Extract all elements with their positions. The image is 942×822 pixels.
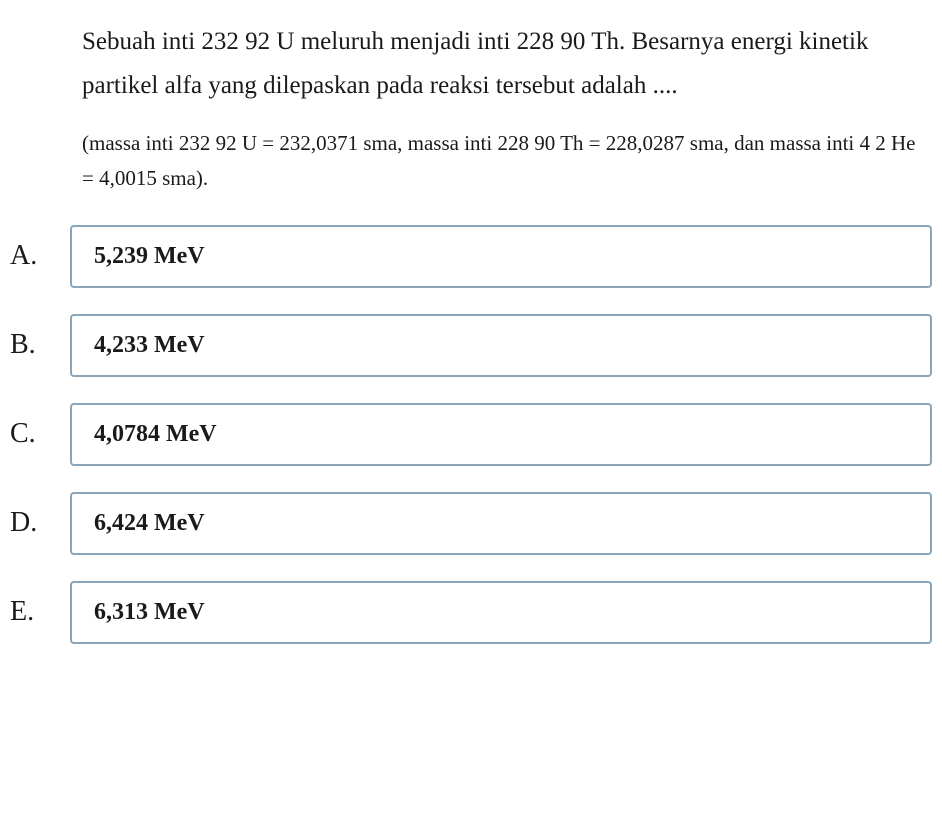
option-letter: E. (10, 596, 46, 628)
option-row-c: C. 4,0784 MeV (10, 403, 932, 466)
option-row-d: D. 6,424 MeV (10, 492, 932, 555)
option-letter: A. (10, 240, 46, 272)
option-letter: D. (10, 507, 46, 539)
option-letter: B. (10, 329, 46, 361)
option-row-b: B. 4,233 MeV (10, 314, 932, 377)
question-block: Sebuah inti 232 92 U meluruh menjadi int… (10, 20, 932, 197)
option-letter: C. (10, 418, 46, 450)
options-container: A. 5,239 MeV B. 4,233 MeV C. 4,0784 MeV … (10, 225, 932, 644)
option-row-e: E. 6,313 MeV (10, 581, 932, 644)
question-note-text: (massa inti 232 92 U = 232,0371 sma, mas… (82, 126, 932, 197)
option-e-button[interactable]: 6,313 MeV (70, 581, 932, 644)
option-row-a: A. 5,239 MeV (10, 225, 932, 288)
question-main-text: Sebuah inti 232 92 U meluruh menjadi int… (82, 20, 932, 108)
option-d-button[interactable]: 6,424 MeV (70, 492, 932, 555)
option-a-button[interactable]: 5,239 MeV (70, 225, 932, 288)
option-b-button[interactable]: 4,233 MeV (70, 314, 932, 377)
option-c-button[interactable]: 4,0784 MeV (70, 403, 932, 466)
